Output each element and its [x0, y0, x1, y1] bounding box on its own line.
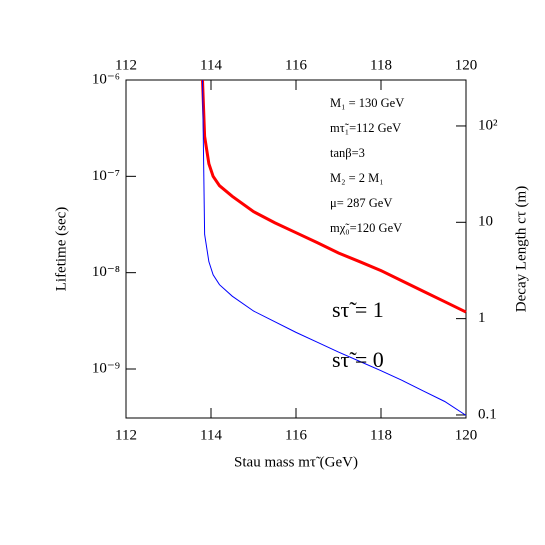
plot-frame [125, 79, 467, 419]
annotation: mτ̃₁=112 GeV [330, 121, 401, 135]
x-tick-label: 120 [455, 427, 478, 443]
y-tick-label: 10⁻⁸ [92, 264, 120, 280]
series-line [201, 79, 467, 314]
y-tick-label: 10⁻⁶ [92, 71, 120, 87]
x-top-tick-label: 116 [285, 57, 307, 73]
x-tick-label: 116 [285, 427, 307, 443]
annotation: M₂ = 2 M₁ [330, 171, 384, 185]
x-tick-label: 114 [200, 427, 222, 443]
annotation: M₁ = 130 GeV [330, 96, 404, 110]
x-tick-label: 118 [370, 427, 392, 443]
annotation: tanβ=3 [330, 146, 365, 160]
x-top-tick-label: 120 [455, 57, 478, 73]
y-tick-label: 10⁻⁹ [92, 360, 120, 376]
x-tick-label: 112 [115, 427, 137, 443]
series-label: sτ̃ = 0 [332, 347, 384, 372]
series-line [202, 79, 467, 416]
annotation: mχ̃₀=120 GeV [330, 221, 402, 235]
x-axis-label: Stau mass mτ̃ (GeV) [234, 454, 358, 470]
y-tick-label: 10⁻⁷ [92, 168, 120, 184]
y2-tick-label: 0.1 [478, 406, 497, 422]
y2-axis-label: Decay Length cτ (m) [513, 186, 529, 312]
x-top-tick-label: 114 [200, 57, 222, 73]
y2-tick-label: 1 [478, 310, 486, 326]
annotation: μ= 287 GeV [330, 196, 392, 210]
x-top-tick-label: 118 [370, 57, 392, 73]
y-axis-label: Lifetime (sec) [53, 207, 69, 292]
x-top-tick-label: 112 [115, 57, 137, 73]
y2-tick-label: 10² [478, 117, 498, 133]
series-label: sτ̃ = 1 [332, 297, 384, 322]
y2-tick-label: 10 [478, 214, 493, 230]
